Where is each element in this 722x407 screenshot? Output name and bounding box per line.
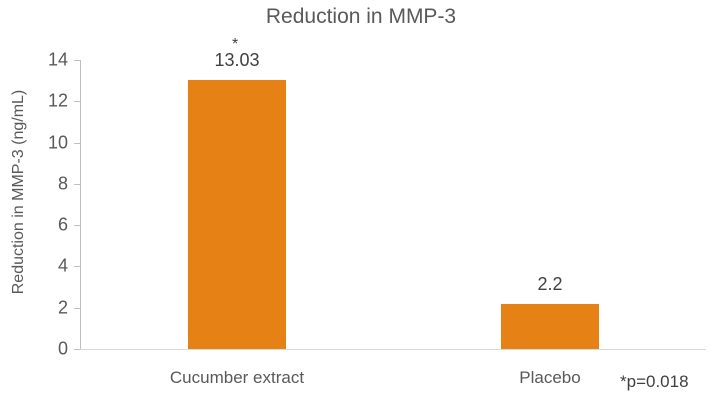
- y-tick: [74, 266, 80, 268]
- y-tick-label: 4: [57, 255, 68, 276]
- y-tick: [74, 101, 80, 103]
- significance-marker: *: [232, 36, 239, 54]
- footnote-pvalue: *p=0.018: [620, 372, 689, 391]
- y-tick: [74, 142, 80, 144]
- y-tick-label: 10: [47, 132, 68, 153]
- bar-placebo: [501, 303, 599, 349]
- value-label-cucumber-extract: 13.03: [214, 50, 260, 71]
- category-label-cucumber-extract: Cucumber extract: [169, 368, 305, 387]
- y-axis-line: [80, 60, 81, 349]
- y-axis-label: Reduction in MMP-3 (ng/mL): [10, 89, 27, 295]
- bar-cucumber-extract: [188, 80, 286, 349]
- y-tick: [74, 183, 80, 185]
- x-axis-line: [80, 349, 706, 350]
- y-tick: [74, 307, 80, 309]
- y-tick: [74, 60, 80, 61]
- chart-title: Reduction in MMP-3: [265, 5, 457, 28]
- y-tick-label: 0: [57, 338, 68, 359]
- category-label-placebo: Placebo: [519, 368, 581, 387]
- y-tick-label: 6: [57, 214, 68, 235]
- y-tick-label: 12: [47, 90, 68, 111]
- y-tick-label: 2: [57, 297, 68, 318]
- y-tick: [74, 225, 80, 227]
- y-tick: [74, 349, 80, 350]
- value-label-placebo: 2.2: [537, 273, 563, 294]
- y-tick-label: 14: [47, 49, 68, 70]
- y-tick-label: 8: [57, 173, 68, 194]
